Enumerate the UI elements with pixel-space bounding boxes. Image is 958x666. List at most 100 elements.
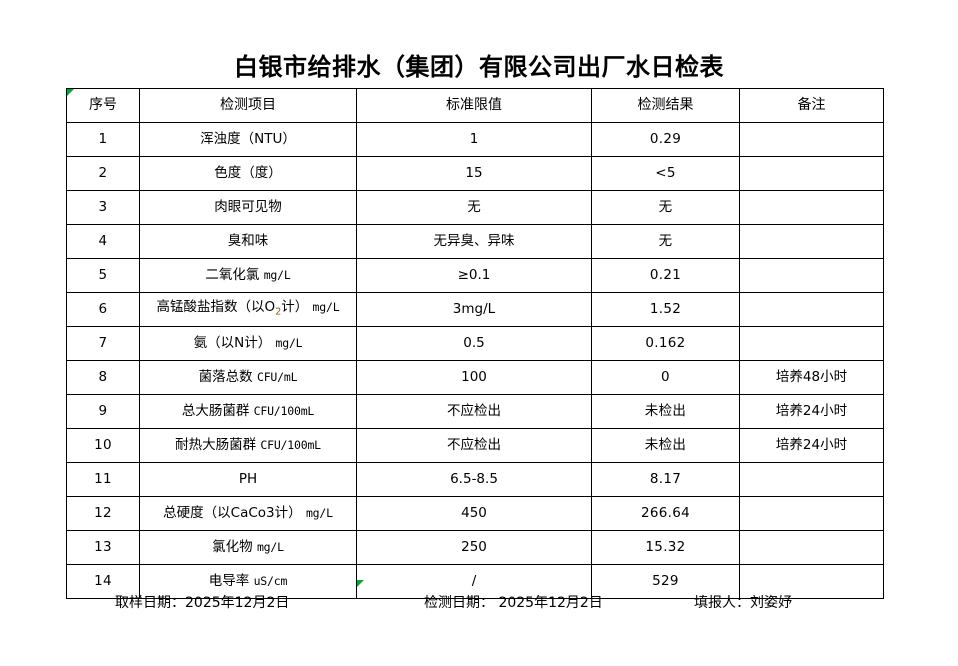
cell-standard-limit: 无异臭、异味 (356, 224, 592, 259)
item-name: 总大肠菌群 (181, 403, 250, 420)
cell-no: 6 (66, 292, 140, 327)
cell-result: <5 (591, 156, 740, 191)
item-unit: CFU/100mL (253, 404, 315, 419)
cell-standard-limit: 6.5-8.5 (356, 462, 592, 497)
subscript-2: 2 (275, 307, 282, 319)
cell-standard-limit: 无 (356, 190, 592, 225)
cell-standard-limit: 不应检出 (356, 394, 592, 429)
column-header-no: 序号 (66, 88, 140, 123)
test-date-group: 检测日期： 2025年12月2日 (424, 592, 603, 612)
cell-no: 7 (66, 326, 140, 361)
cell-standard-limit: 15 (356, 156, 592, 191)
column-header-note: 备注 (739, 88, 884, 123)
cell-result: 未检出 (591, 428, 740, 463)
cell-no: 10 (66, 428, 140, 463)
cell-note: 培养24小时 (739, 428, 884, 463)
item-unit: mg/L (312, 300, 340, 315)
cell-no: 2 (66, 156, 140, 191)
item-name: 二氧化氯 (205, 267, 260, 284)
water-quality-table: 序号 检测项目 标准限值 检测结果 备注 1 浑浊度（NTU） 1 0.29 2 色度（度… (66, 88, 884, 599)
item-name: 色度（度） (214, 165, 282, 182)
column-header-res: 检测结果 (591, 88, 740, 123)
cell-item: 总大肠菌群 CFU/100mL (139, 394, 357, 429)
table-row: 9 总大肠菌群 CFU/100mL 不应检出 未检出 培养24小时 (66, 394, 884, 429)
cell-standard-limit: 0.5 (356, 326, 592, 361)
cell-item: 氨（以N计） mg/L (139, 326, 357, 361)
cell-result: 无 (591, 190, 740, 225)
cell-note (739, 224, 884, 259)
table-row: 7 氨（以N计） mg/L 0.5 0.162 (66, 326, 884, 361)
test-date-label: 检测日期： (424, 595, 494, 611)
page-title: 白银市给排水（集团）有限公司出厂水日检表 (234, 52, 724, 81)
cell-no: 11 (66, 462, 140, 497)
cell-item: 总硬度（以CaCo3计） mg/L (139, 496, 357, 531)
item-unit: CFU/100mL (260, 438, 321, 453)
cell-note (739, 156, 884, 191)
cell-comment-marker-icon (357, 580, 364, 587)
cell-result: 529 (591, 564, 740, 599)
cell-no: 4 (66, 224, 140, 259)
cell-item: 色度（度） (139, 156, 357, 191)
cell-note (739, 496, 884, 531)
item-unit: mg/L (305, 506, 333, 521)
item-name: 氨（以N计） (193, 335, 272, 352)
cell-item: 耐热大肠菌群 CFU/100mL (139, 428, 357, 463)
cell-standard-limit: 不应检出 (356, 428, 592, 463)
sample-date-value: 2025年12月2日 (185, 595, 290, 611)
cell-item: 臭和味 (139, 224, 357, 259)
item-name: 浑浊度（NTU） (200, 131, 296, 148)
filler-value: 刘姿妤 (750, 595, 792, 611)
cell-standard-limit: 100 (356, 360, 592, 395)
cell-standard-limit: ≥0.1 (356, 258, 592, 293)
cell-result: 0 (591, 360, 740, 395)
cell-result: 无 (591, 224, 740, 259)
item-name: 耐热大肠菌群 (175, 437, 257, 454)
table-header: 序号 检测项目 标准限值 检测结果 备注 (66, 88, 884, 123)
cell-standard-limit: 1 (356, 122, 592, 157)
cell-result: 0.29 (591, 122, 740, 157)
sample-date-label: 取样日期： (115, 595, 185, 611)
cell-result: 1.52 (591, 292, 740, 327)
item-name: 总硬度（以CaCo3计） (163, 505, 302, 522)
table-row: 11 PH 6.5-8.5 8.17 (66, 462, 884, 497)
cell-item: 氯化物 mg/L (139, 530, 357, 565)
item-unit: mg/L (275, 336, 303, 351)
item-name: 电导率 (208, 573, 250, 590)
cell-result: 15.32 (591, 530, 740, 565)
cell-item: PH (139, 462, 357, 497)
cell-no: 14 (66, 564, 140, 599)
table-row: 14 电导率 uS/cm/529 (66, 564, 884, 599)
cell-no: 8 (66, 360, 140, 395)
cell-note (739, 122, 884, 157)
sample-date-group: 取样日期：2025年12月2日 (115, 592, 289, 612)
item-name: 肉眼可见物 (214, 199, 282, 216)
report-footer: 取样日期：2025年12月2日 检测日期： 2025年12月2日 填报人：刘姿妤 (0, 592, 958, 616)
report-table-container: 序号 检测项目 标准限值 检测结果 备注 1 浑浊度（NTU） 1 0.29 2 色度（度… (66, 88, 884, 599)
cell-note (739, 530, 884, 565)
item-name: 臭和味 (227, 233, 269, 250)
table-row: 5 二氧化氯 mg/L ≥0.1 0.21 (66, 258, 884, 293)
table-row: 4 臭和味 无异臭、异味无 (66, 224, 884, 259)
cell-note (739, 462, 884, 497)
cell-item: 高锰酸盐指数（以O2计） mg/L (139, 292, 357, 327)
cell-no: 1 (66, 122, 140, 157)
item-name: 菌落总数 (198, 369, 253, 386)
item-unit: CFU/mL (256, 370, 298, 385)
cell-no: 12 (66, 496, 140, 531)
item-unit: uS/cm (253, 574, 288, 589)
cell-note (739, 326, 884, 361)
table-row: 6 高锰酸盐指数（以O2计） mg/L 3mg/L 1.52 (66, 292, 884, 327)
table-row: 8 菌落总数 CFU/mL 100 0 培养48小时 (66, 360, 884, 395)
table-row: 12 总硬度（以CaCo3计） mg/L 450 266.64 (66, 496, 884, 531)
cell-standard-limit: 3mg/L (356, 292, 592, 327)
cell-no: 13 (66, 530, 140, 565)
cell-note (739, 292, 884, 327)
item-name: 高锰酸盐指数（以O2计） (156, 299, 309, 319)
cell-standard-limit: 250 (356, 530, 592, 565)
cell-item: 电导率 uS/cm (139, 564, 357, 599)
test-date-value: 2025年12月2日 (494, 595, 603, 611)
cell-result: 0.162 (591, 326, 740, 361)
cell-note (739, 258, 884, 293)
cell-note (739, 564, 884, 599)
